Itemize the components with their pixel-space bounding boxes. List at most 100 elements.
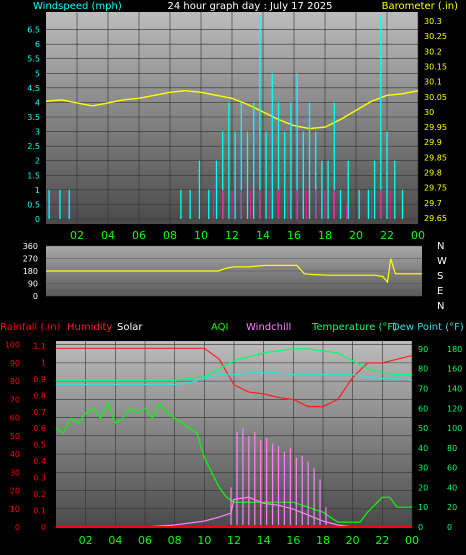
direction-tick-label: 180 <box>23 267 38 276</box>
barometer-tick-label: 29.85 <box>424 153 447 162</box>
temperature-tick-label: 20 <box>418 483 428 492</box>
hour-tick-label: 18 <box>318 229 332 242</box>
wind-direction-line <box>46 258 422 284</box>
compass-label: E <box>437 286 443 297</box>
hour-tick-label: 04 <box>101 229 115 242</box>
rainfall-tick-label: 0.4 <box>33 457 46 466</box>
humidity-tick-label: 70 <box>10 395 20 404</box>
hour-tick-label: 02 <box>79 534 93 547</box>
aqi-tick-label: 140 <box>447 384 462 393</box>
legend-windchill: Windchill <box>246 322 291 333</box>
wind-tick-label: 3 <box>35 128 40 137</box>
aqi-tick-label: 100 <box>447 424 462 433</box>
dewpoint-line <box>56 372 413 386</box>
hour-tick-label: 22 <box>380 229 394 242</box>
wind-tick-label: 3.5 <box>27 113 40 122</box>
hour-tick-label: 20 <box>346 534 360 547</box>
temperature-tick-label: 70 <box>418 384 428 393</box>
wind-tick-label: 2.5 <box>27 142 40 151</box>
aqi-tick-label: 120 <box>447 404 462 413</box>
wind-axis-title: Windspeed (mph) <box>33 1 122 12</box>
compass-label: S <box>437 271 443 282</box>
wind-tick-label: 0.5 <box>27 200 40 209</box>
legend-humidity: Humidity <box>67 322 112 333</box>
wind-tick-label: 6 <box>35 40 40 49</box>
hour-tick-label: 18 <box>316 534 330 547</box>
hour-tick-label: 06 <box>138 534 152 547</box>
hour-tick-label: 14 <box>257 534 271 547</box>
temperature-tick-label: 90 <box>418 345 428 354</box>
barometer-tick-label: 29.7 <box>424 199 442 208</box>
compass-label: N <box>437 241 444 252</box>
barometer-tick-label: 29.65 <box>424 214 447 223</box>
aqi-tick-label: 40 <box>447 483 457 492</box>
barometer-tick-label: 29.75 <box>424 184 447 193</box>
direction-tick-label: 360 <box>23 242 38 251</box>
aqi-tick-label: 80 <box>447 444 457 453</box>
rainfall-tick-label: 1 <box>41 358 46 367</box>
hour-tick-label: 10 <box>194 229 208 242</box>
barometer-tick-label: 30.15 <box>424 63 447 72</box>
rainfall-tick-label: 1.1 <box>33 342 46 351</box>
hour-tick-label: 10 <box>197 534 211 547</box>
wind-tick-label: 4 <box>35 98 40 107</box>
aqi-tick-label: 180 <box>447 345 462 354</box>
compass-label: N <box>437 301 444 312</box>
barometer-line <box>45 89 419 130</box>
humidity-tick-label: 0 <box>15 523 20 532</box>
humidity-tick-label: 10 <box>10 505 20 514</box>
rainfall-tick-label: 0.1 <box>33 507 46 516</box>
legend-dewpoint: Dew Point (°F) <box>392 322 464 333</box>
legend-rainfall: Rainfall (.in) <box>0 322 61 333</box>
hour-tick-label: 06 <box>132 229 146 242</box>
hour-tick-label: 08 <box>168 534 182 547</box>
hour-tick-label: 00 <box>411 229 425 242</box>
rainfall-tick-label: 0.7 <box>33 408 46 417</box>
compass-label: W <box>437 256 447 267</box>
wind-tick-label: 1.5 <box>27 171 40 180</box>
temperature-tick-label: 80 <box>418 365 428 374</box>
legend-aqi: AQI <box>211 322 229 333</box>
wind-tick-label: 6.5 <box>27 26 40 35</box>
wind-tick-label: 2 <box>35 157 40 166</box>
humidity-tick-label: 20 <box>10 487 20 496</box>
temperature-tick-label: 0 <box>418 523 423 532</box>
humidity-tick-label: 40 <box>10 450 20 459</box>
humidity-tick-label: 90 <box>10 359 20 368</box>
wind-tick-label: 4.5 <box>27 84 40 93</box>
hour-tick-label: 08 <box>163 229 177 242</box>
rainfall-tick-label: 0.3 <box>33 474 46 483</box>
temperature-tick-label: 30 <box>418 464 428 473</box>
hour-tick-label: 14 <box>256 229 270 242</box>
barometer-tick-label: 30.2 <box>424 47 442 56</box>
humidity-tick-label: 100 <box>5 341 20 350</box>
hour-tick-label: 12 <box>227 534 241 547</box>
barometer-tick-label: 29.9 <box>424 138 442 147</box>
temperature-line <box>56 348 412 382</box>
barometer-tick-label: 30 <box>424 108 434 117</box>
humidity-line <box>56 347 413 408</box>
humidity-tick-label: 80 <box>10 377 20 386</box>
aqi-tick-label: 0 <box>447 523 452 532</box>
barometer-tick-label: 29.95 <box>424 123 447 132</box>
barometer-tick-label: 30.3 <box>424 17 442 26</box>
direction-tick-label: 90 <box>28 280 38 289</box>
barometer-tick-label: 30.1 <box>424 78 442 87</box>
aqi-line <box>55 401 412 523</box>
aqi-tick-label: 160 <box>447 365 462 374</box>
direction-tick-label: 270 <box>23 255 38 264</box>
hour-tick-label: 00 <box>405 534 419 547</box>
rainfall-tick-label: 0.2 <box>33 490 46 499</box>
rainfall-tick-label: 0.9 <box>33 375 46 384</box>
humidity-tick-label: 30 <box>10 468 20 477</box>
barometer-axis-title: Barometer (.in) <box>382 1 458 12</box>
hour-tick-label: 20 <box>349 229 363 242</box>
wind-tick-label: 0 <box>35 215 40 224</box>
legend-solar: Solar <box>117 322 143 333</box>
humidity-tick-label: 60 <box>10 414 20 423</box>
hour-tick-label: 04 <box>108 534 122 547</box>
hour-tick-label: 22 <box>375 534 389 547</box>
aqi-tick-label: 60 <box>447 464 457 473</box>
